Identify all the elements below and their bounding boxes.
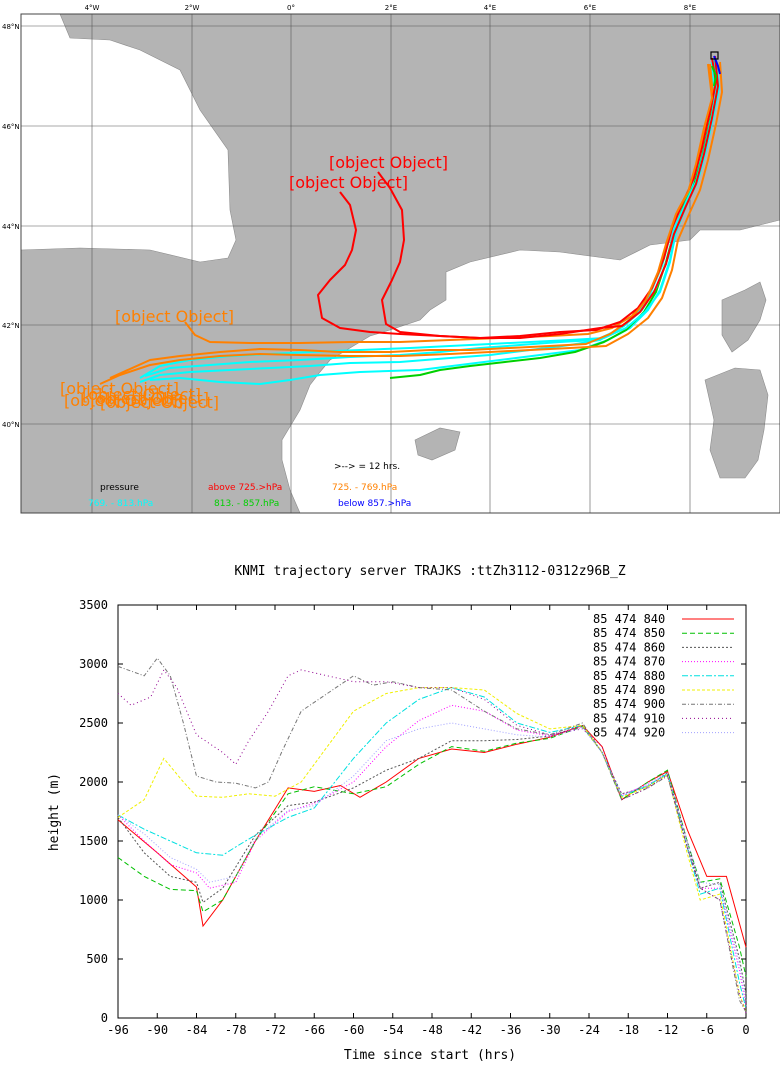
x-tick-label: -54	[382, 1023, 404, 1037]
legend-entry-label: 85 474 920	[593, 726, 665, 740]
legend-arrow-note: >--> = 12 hrs.	[334, 462, 400, 472]
series-lines	[117, 657, 747, 1014]
lat-label-44n: 44°N	[2, 223, 20, 231]
traj-910	[99, 61, 723, 385]
trajectories	[99, 55, 723, 385]
traj-label-850: [object Object]	[90, 389, 209, 408]
legend-entry-label: 85 474 840	[593, 612, 665, 626]
series-line	[117, 725, 747, 977]
legend-band1: 725. - 769.hPa	[332, 483, 397, 493]
y-tick-label: 1000	[79, 893, 108, 907]
lon-label-0: 0°	[287, 4, 295, 12]
x-tick-label: -90	[146, 1023, 168, 1037]
x-axis-label: Time since start (hrs)	[344, 1048, 516, 1063]
series-line	[117, 724, 747, 948]
legend-entry-label: 85 474 870	[593, 655, 665, 669]
lon-label-2w: 2°W	[185, 4, 200, 12]
lat-label-40n: 40°N	[2, 421, 20, 429]
legend-entry-label: 85 474 880	[593, 669, 665, 683]
traj-green	[711, 65, 717, 87]
x-tick-label: -48	[421, 1023, 443, 1037]
legend-entry-label: 85 474 890	[593, 683, 665, 697]
lat-label-48n: 48°N	[2, 23, 20, 31]
series-line	[117, 687, 747, 1009]
map-frame	[20, 13, 780, 514]
y-tick-label: 3000	[79, 657, 108, 671]
legend-entry-label: 85 474 910	[593, 711, 665, 725]
legend-band2: 769. - 813.hPa	[88, 499, 153, 509]
traj-label-870: [object Object]	[64, 391, 183, 410]
map-legend: >--> = 12 hrs. pressure above 725.>hPa 7…	[88, 462, 411, 509]
x-tick-label: -72	[264, 1023, 286, 1037]
x-tick-label: -24	[578, 1023, 600, 1037]
x-tick-label: -12	[657, 1023, 679, 1037]
chart-title: KNMI trajectory server TRAJKS :ttZh3112-…	[234, 564, 626, 579]
map-grid	[21, 14, 780, 513]
trajectory-map: 4°W 2°W 0° 2°E 4°E 6°E 8°E 4°W 2°W 0° 2°…	[2, 4, 780, 514]
lat-label-46n: 46°N	[2, 123, 20, 131]
lon-label-8e: 8°E	[684, 4, 696, 12]
x-tick-label: -18	[617, 1023, 639, 1037]
land-corsica	[721, 281, 767, 353]
x-tick-label: -84	[186, 1023, 208, 1037]
lon-label-2e: 2°E	[385, 4, 397, 12]
series-line	[117, 668, 747, 1014]
y-tick-label: 2500	[79, 716, 108, 730]
y-axis: 0 500 1000 1500 2000 2500 3000 3500	[79, 598, 746, 1025]
legend-pressure: pressure	[100, 483, 139, 493]
origin-marker	[710, 51, 719, 60]
x-tick-label: -36	[500, 1023, 522, 1037]
y-tick-label: 0	[101, 1011, 108, 1025]
traj-label-900: [object Object]	[289, 173, 408, 192]
series-line	[117, 704, 747, 1007]
lon-label-6e: 6°E	[584, 4, 596, 12]
x-tick-label: -30	[539, 1023, 561, 1037]
traj-label-905: [object Object]	[329, 153, 448, 172]
x-tick-label: -60	[343, 1023, 365, 1037]
y-tick-label: 500	[86, 952, 108, 966]
series-line	[117, 722, 747, 1001]
x-tick-label: -78	[225, 1023, 247, 1037]
x-tick-label: -6	[700, 1023, 714, 1037]
legend-entry-label: 85 474 900	[593, 697, 665, 711]
y-axis-label: height (m)	[47, 773, 62, 851]
legend-entry-label: 85 474 850	[593, 626, 665, 640]
legend-entry-label: 85 474 860	[593, 640, 665, 654]
y-tick-label: 3500	[79, 598, 108, 612]
series-line	[117, 657, 747, 1013]
traj-905	[377, 55, 719, 339]
traj-label-840: [object Object]	[100, 393, 219, 412]
lon-label-4e: 4°E	[484, 4, 496, 12]
legend-below: below 857.>hPa	[338, 499, 411, 509]
traj-label-860: [object Object]	[82, 385, 201, 404]
land-sardinia	[704, 367, 769, 479]
traj-label-880: [object Object]	[60, 379, 179, 398]
x-axis: -96 -90 -84 -78 -72 -66 -60 -54 -48 -42 -36 -30 -24-…	[107, 605, 750, 1037]
x-tick-label: -96	[107, 1023, 129, 1037]
lon-label-4w: 4°W	[85, 4, 100, 12]
land-mallorca	[414, 427, 461, 461]
traj-920	[109, 63, 713, 379]
lat-label-42n: 42°N	[2, 322, 20, 330]
traj-label-890: [object Object]	[115, 307, 234, 326]
legend-above: above 725.>hPa	[208, 483, 282, 493]
y-tick-label: 2000	[79, 775, 108, 789]
series-line	[117, 724, 747, 995]
height-chart: KNMI trajectory server TRAJKS :ttZh3112-…	[47, 564, 750, 1063]
y-tick-label: 1500	[79, 834, 108, 848]
x-tick-label: -66	[303, 1023, 325, 1037]
x-tick-label: 0	[742, 1023, 749, 1037]
legend-band3: 813. - 857.hPa	[214, 499, 279, 509]
x-tick-label: -42	[460, 1023, 482, 1037]
